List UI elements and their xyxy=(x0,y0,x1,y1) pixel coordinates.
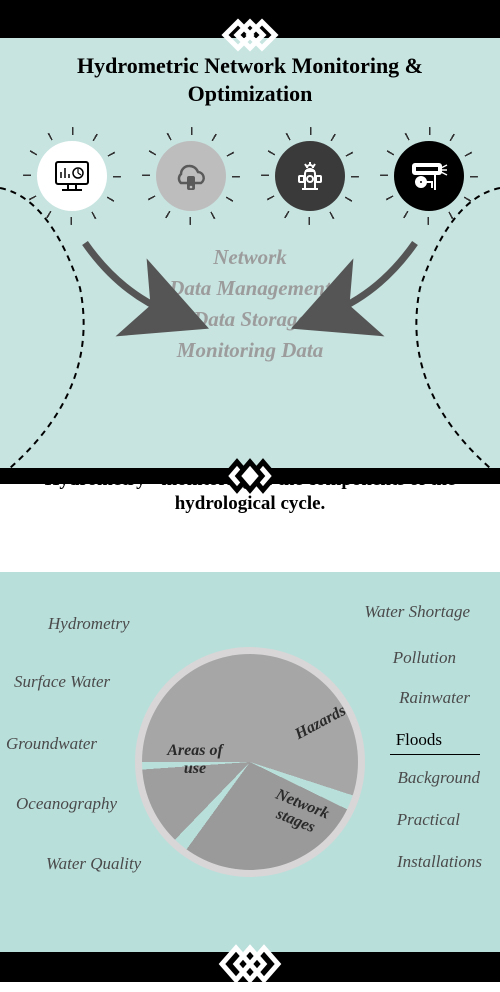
label-floods: Floods xyxy=(396,730,442,750)
term-data-mgmt: Data Management xyxy=(0,276,500,301)
pie-chart: Areas of use Hazards Network stages xyxy=(130,642,370,882)
middle-terms: Network Data Management Data Storage Mon… xyxy=(0,221,500,363)
label-surface-water: Surface Water xyxy=(14,672,110,692)
label-background: Background xyxy=(398,768,480,788)
top-section: Hydrometric Network Monitoring & Optimiz… xyxy=(0,38,500,468)
label-groundwater: Groundwater xyxy=(6,734,97,754)
bottom-bar xyxy=(0,952,500,982)
label-practical: Practical xyxy=(397,810,460,830)
label-water-quality: Water Quality xyxy=(46,854,141,874)
diamond-ornament-mid xyxy=(205,448,295,504)
monitor-chart-icon xyxy=(37,141,107,211)
label-rainwater: Rainwater xyxy=(399,688,470,708)
label-installations: Installations xyxy=(397,852,482,872)
icons-row xyxy=(0,117,500,221)
seg-network-label: Network stages xyxy=(260,783,338,842)
term-monitoring: Monitoring Data xyxy=(0,338,500,363)
label-pollution: Pollution xyxy=(393,648,456,668)
seg-hazards-label: Hazards xyxy=(292,702,349,743)
seg-areas-label: Areas of use xyxy=(160,742,230,777)
cloud-device-icon xyxy=(156,141,226,211)
diamond-ornament-bottom xyxy=(200,936,300,992)
label-water-shortage: Water Shortage xyxy=(364,602,470,622)
label-hydrometry: Hydrometry xyxy=(48,614,130,634)
top-bar xyxy=(0,0,500,38)
diamond-ornament-top xyxy=(200,10,300,60)
bottom-section: Areas of use Hazards Network stages Hydr… xyxy=(0,572,500,952)
term-network: Network xyxy=(0,245,500,270)
label-oceanography: Oceanography xyxy=(16,794,117,814)
floods-divider xyxy=(390,754,480,755)
term-data-storage: Data Storage xyxy=(0,307,500,332)
cctv-icon xyxy=(394,141,464,211)
hydrant-icon xyxy=(275,141,345,211)
